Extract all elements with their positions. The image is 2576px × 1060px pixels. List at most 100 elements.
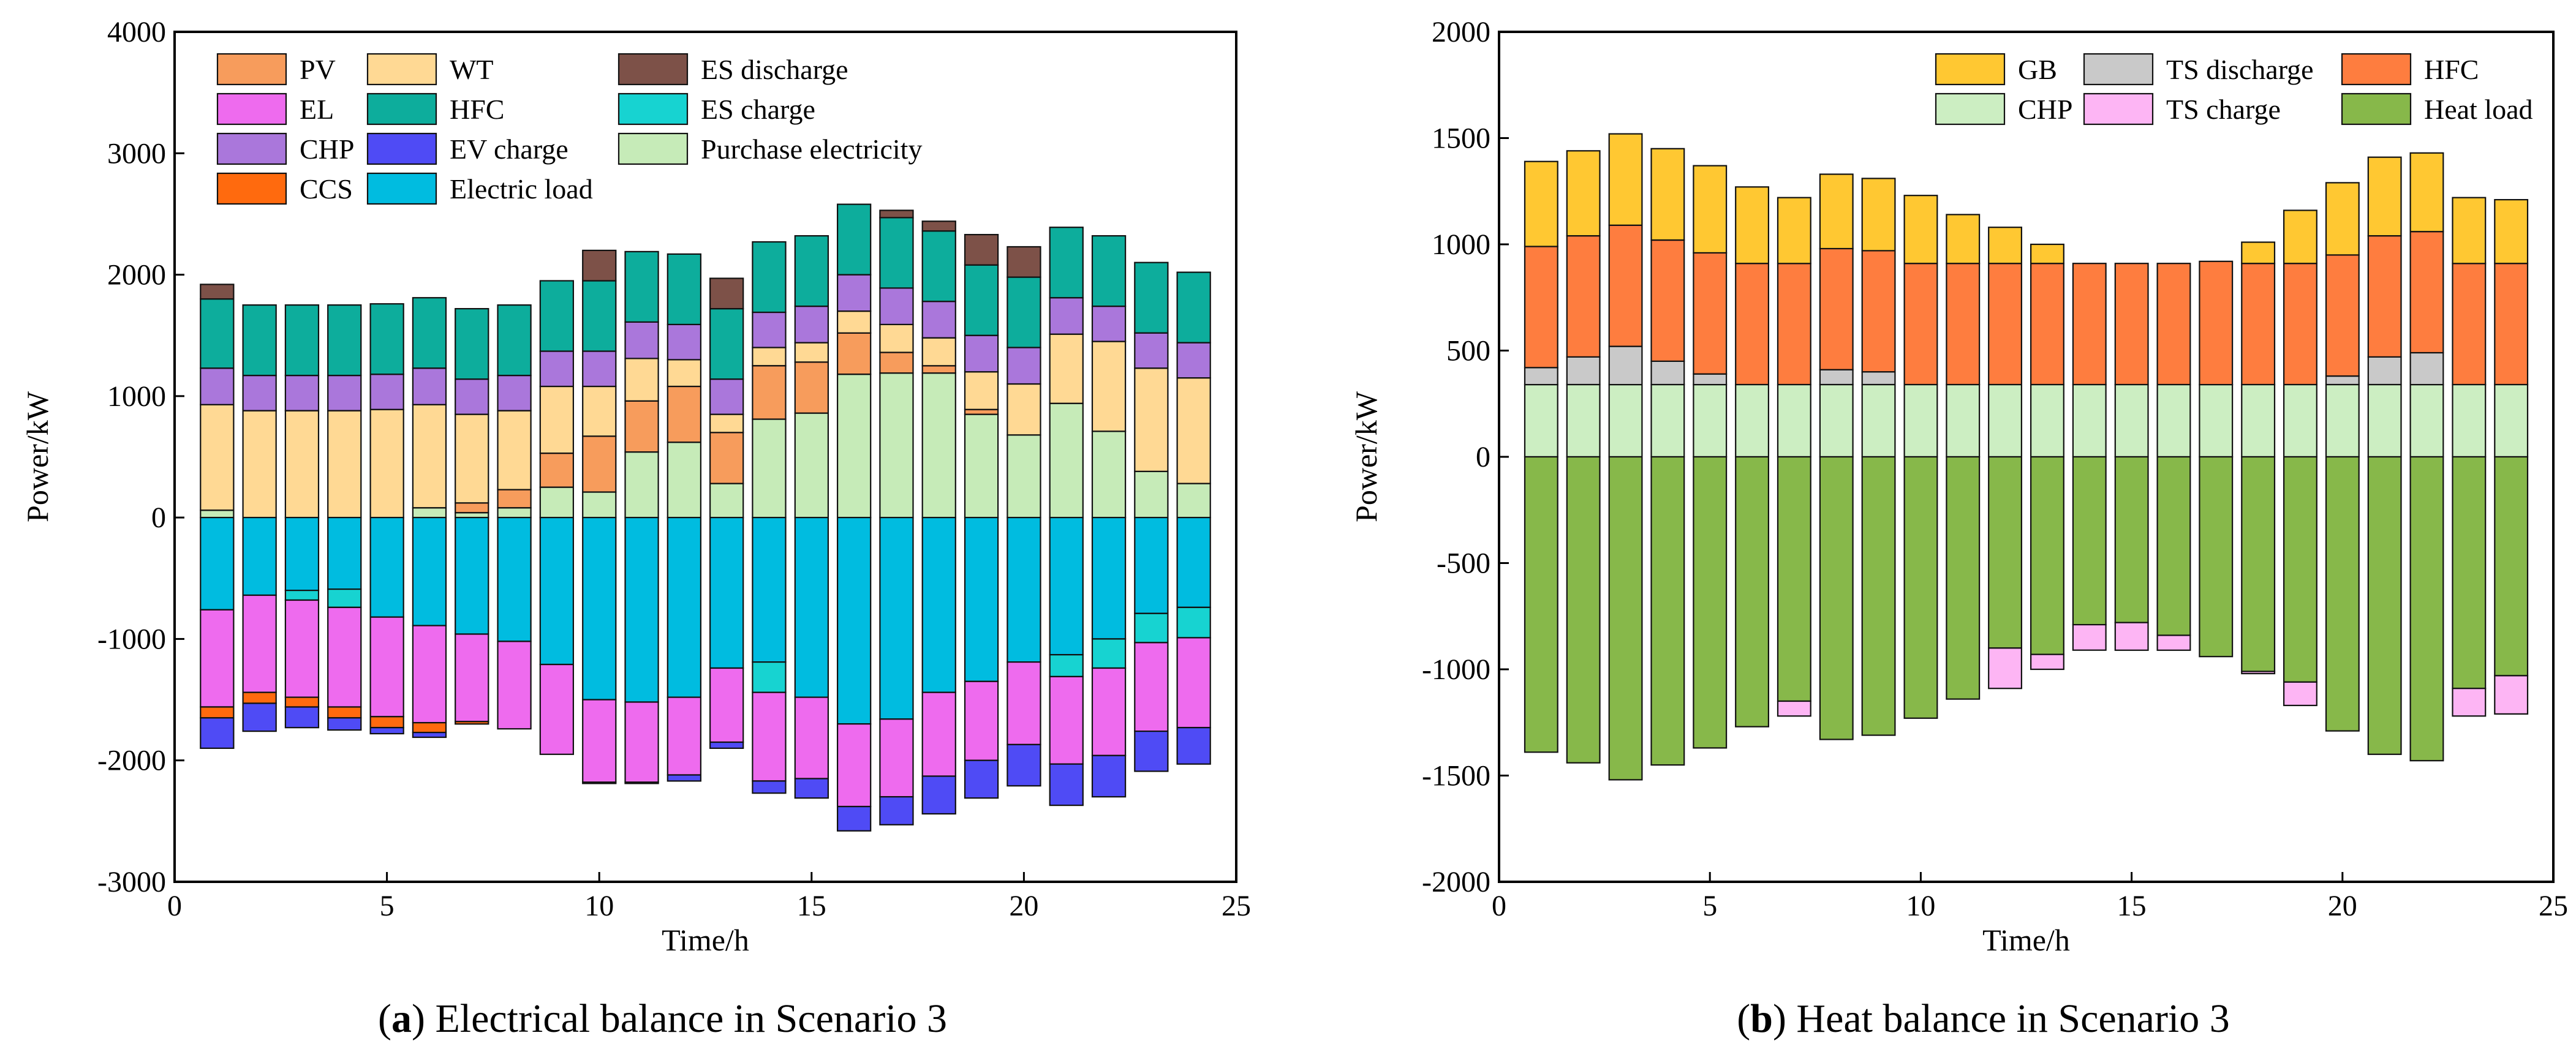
bar-es-charge-t21: [1049, 654, 1084, 677]
bar-heat-load-t3: [1608, 456, 1643, 781]
legend-label: EV charge: [450, 133, 568, 165]
bar-gb-t8: [1819, 173, 1854, 250]
bar-chp-t13: [2030, 383, 2064, 458]
bar-ev-charge-t16: [836, 805, 872, 832]
legend-swatch: [2341, 92, 2412, 126]
bar-gb-t7: [1777, 197, 1811, 265]
bar-ev-charge-t12: [667, 774, 702, 782]
bar-purchase-electricity-t12: [667, 442, 702, 519]
bar-ts-discharge-t21: [2367, 356, 2402, 386]
bar-gb-t2: [1566, 150, 1601, 237]
legend-label: PV: [300, 54, 336, 85]
bar-el-t11: [624, 701, 659, 783]
bar-chp-t14: [752, 311, 787, 348]
bar-heat-load-t2: [1566, 456, 1601, 764]
bar-chp-t10: [1903, 383, 1938, 458]
bar-chp-t1: [200, 367, 235, 405]
bar-electric-load-t2: [242, 516, 277, 596]
bar-purchase-electricity-t9: [539, 486, 574, 519]
bar-electric-load-t23: [1134, 516, 1169, 614]
bar-el-t2: [242, 594, 277, 693]
bar-chp-t18: [2241, 383, 2276, 458]
bar-hfc-t4: [327, 304, 362, 377]
y-tick-label: 1500: [1432, 122, 1490, 155]
bar-hfc-t6: [412, 297, 447, 369]
bar-ts-discharge-t20: [2325, 375, 2360, 386]
caption-text: Heat balance in Scenario 3: [1786, 996, 2230, 1041]
y-axis-label: Power/kW: [20, 391, 55, 522]
bar-es-discharge-t1: [200, 284, 235, 300]
bar-hfc-t18: [921, 230, 956, 303]
caption-text: Electrical balance in Scenario 3: [425, 996, 947, 1041]
bar-hfc-t5: [1693, 252, 1728, 375]
bar-hfc-t11: [1946, 263, 1981, 386]
bar-hfc-t2: [1566, 235, 1601, 358]
bar-el-t20: [1007, 661, 1041, 745]
bar-purchase-electricity-t7: [455, 512, 489, 519]
bar-ts-discharge-t9: [1861, 371, 1896, 386]
legend-label: CHP: [300, 133, 354, 165]
bar-el-t12: [667, 696, 702, 776]
legend-item-gb: GB: [1935, 53, 2057, 86]
bar-wt-t22: [1091, 340, 1127, 432]
legend-label: GB: [2018, 54, 2057, 85]
bar-wt-t7: [455, 413, 489, 504]
bar-ev-charge-t6: [412, 731, 447, 739]
bar-wt-t9: [539, 385, 574, 454]
bar-pv-t10: [582, 435, 617, 493]
bar-chp-t23: [2452, 383, 2487, 458]
bar-purchase-electricity-t15: [794, 412, 829, 519]
bar-ev-charge-t13: [709, 741, 744, 749]
bar-ev-charge-t11: [624, 781, 659, 784]
bar-chp-t2: [1566, 383, 1601, 458]
bar-hfc-t1: [200, 298, 235, 369]
bar-gb-t19: [2283, 209, 2317, 265]
bar-wt-t8: [497, 410, 532, 491]
bar-hfc-t10: [1903, 263, 1938, 386]
bar-heat-load-t13: [2030, 456, 2064, 655]
bar-heat-load-t5: [1693, 456, 1728, 749]
bar-gb-t12: [1988, 227, 2022, 265]
bar-marks: [1524, 133, 2529, 781]
bar-es-discharge-t18: [921, 220, 956, 232]
bar-es-discharge-t13: [709, 277, 744, 310]
bar-ts-discharge-t8: [1819, 369, 1854, 386]
bar-ev-charge-t21: [1049, 763, 1084, 806]
bar-heat-load-t18: [2241, 456, 2276, 672]
bar-hfc-t21: [1049, 227, 1084, 299]
bar-chp-t17: [879, 287, 914, 325]
legend-swatch: [2341, 53, 2412, 86]
bar-chp-t3: [1608, 383, 1643, 458]
bar-ccs-t4: [327, 706, 362, 719]
bar-chp-t3: [284, 374, 320, 412]
bar-hfc-t23: [2452, 263, 2487, 386]
bar-es-charge-t3: [284, 589, 320, 601]
y-tick-label: -2000: [97, 745, 166, 777]
bar-ts-charge-t13: [2030, 653, 2064, 671]
caption-tag: a: [391, 996, 412, 1041]
bar-hfc-t16: [2156, 263, 2191, 386]
bar-ts-charge-t24: [2494, 675, 2529, 715]
bar-chp-t15: [2114, 383, 2149, 458]
bar-el-t13: [709, 667, 744, 743]
bar-purchase-electricity-t24: [1176, 483, 1211, 519]
bar-purchase-electricity-t20: [1007, 434, 1041, 519]
bar-chp-t23: [1134, 332, 1169, 369]
bar-wt-t19: [964, 371, 999, 410]
bar-el-t17: [879, 718, 914, 798]
bar-wt-t20: [1007, 383, 1041, 436]
bar-pv-t16: [836, 332, 872, 375]
bar-es-discharge-t19: [964, 234, 999, 266]
bar-ts-discharge-t3: [1608, 345, 1643, 386]
bar-ts-charge-t16: [2156, 634, 2191, 651]
legend-swatch: [216, 172, 287, 205]
legend-label: Purchase electricity: [701, 133, 922, 165]
bar-pv-t15: [794, 361, 829, 414]
bar-gb-t13: [2030, 243, 2064, 265]
legend-swatch: [2083, 53, 2154, 86]
bar-wt-t6: [412, 404, 447, 509]
bar-ccs-t3: [284, 696, 320, 708]
bar-heat-load-t20: [2325, 456, 2360, 732]
bar-pv-t17: [879, 351, 914, 374]
